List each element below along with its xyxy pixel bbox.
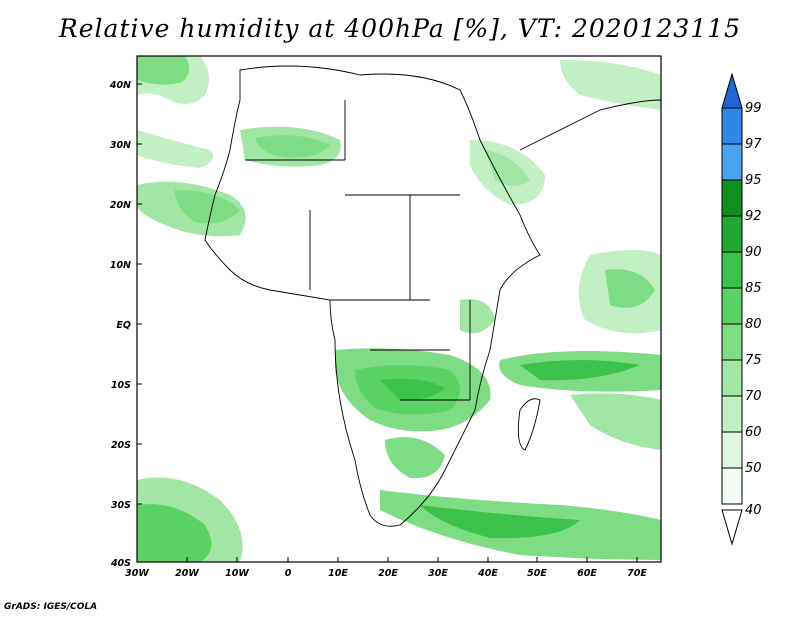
colorbar-top-arrow	[721, 72, 743, 109]
lat-axis: 40N 30N 20N 10N EQ 10S 20S 30S 40S	[109, 80, 142, 569]
lat-label: 40S	[110, 558, 131, 569]
lat-label: 30S	[111, 500, 131, 511]
map-background	[137, 56, 661, 562]
lon-label: 20W	[175, 568, 199, 579]
colorbar-bottom-arrow	[721, 509, 743, 546]
colorbar-segment	[721, 143, 743, 181]
lon-label: 10E	[328, 568, 348, 579]
lat-label: 30N	[110, 140, 131, 151]
colorbar-segment	[721, 323, 743, 361]
lon-label: 60E	[577, 568, 597, 579]
colorbar-segment	[721, 215, 743, 253]
lon-label: 30W	[125, 568, 149, 579]
colorbar-label: 60	[745, 425, 762, 440]
lat-label: 40N	[109, 80, 131, 91]
colorbar: 99 97 95 92 90 85 80 75 70 60 50 40	[721, 72, 762, 546]
colorbar-label: 40	[745, 503, 762, 518]
lon-label: 50E	[527, 568, 547, 579]
colorbar-label: 85	[745, 281, 762, 296]
lat-label: EQ	[116, 320, 131, 331]
lon-label: 0	[285, 568, 292, 579]
coastlines	[204, 65, 662, 527]
lon-label: 40E	[477, 568, 498, 579]
colorbar-label: 75	[745, 353, 762, 368]
colorbar-segment	[721, 395, 743, 433]
colorbar-label: 97	[745, 137, 762, 152]
colorbar-label: 90	[745, 245, 762, 260]
colorbar-segment	[721, 359, 743, 397]
lon-label: 30E	[428, 568, 448, 579]
lon-axis: 30W 20W 10W 0 10E 20E 30E 40E 50E 60E 70…	[125, 557, 647, 579]
humidity-shading	[137, 56, 661, 562]
colorbar-segment	[721, 251, 743, 289]
lat-label: 20N	[110, 200, 131, 211]
colorbar-segment	[721, 287, 743, 325]
colorbar-segment	[721, 467, 743, 505]
map-frame	[136, 55, 662, 563]
colorbar-segment	[721, 107, 743, 145]
map-title: Relative humidity at 400hPa [%], VT: 202…	[58, 14, 742, 43]
lat-label: 10N	[110, 260, 131, 271]
lon-label: 20E	[378, 568, 398, 579]
colorbar-label: 95	[745, 173, 762, 188]
lat-label: 20S	[111, 440, 131, 451]
colorbar-segment	[721, 431, 743, 469]
colorbar-segment	[721, 179, 743, 217]
colorbar-label: 50	[745, 461, 762, 476]
lat-label: 10S	[111, 380, 131, 391]
lon-label: 10W	[225, 568, 249, 579]
colorbar-label: 80	[745, 317, 762, 332]
colorbar-label: 99	[745, 101, 762, 116]
credit-text: GrADS: IGES/COLA	[4, 602, 98, 612]
colorbar-label: 92	[745, 209, 762, 224]
lon-label: 70E	[627, 568, 647, 579]
colorbar-label: 70	[745, 389, 762, 404]
